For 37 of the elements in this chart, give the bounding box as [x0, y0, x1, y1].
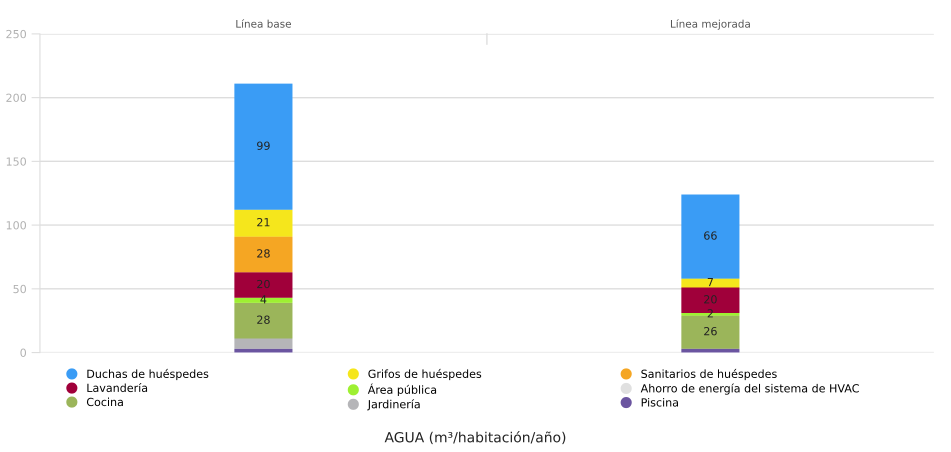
bar	[234, 84, 292, 210]
data-label: 28	[257, 316, 270, 324]
bar	[234, 302, 292, 339]
y-tick-label: 0	[20, 348, 26, 357]
legend-label: Ahorro de energía del sistema de HVAC	[640, 383, 859, 395]
data-label: 66	[704, 231, 717, 240]
y-tick-label: 150	[6, 157, 26, 166]
x-tick-label: Línea mejorada	[670, 19, 750, 30]
data-label: 99	[257, 142, 270, 150]
data-label: 20	[704, 295, 717, 304]
bar	[681, 348, 740, 353]
y-tick-label: 250	[6, 30, 26, 38]
bar	[234, 338, 292, 349]
bar	[234, 348, 292, 353]
data-label: 21	[257, 218, 270, 226]
data-label: 20	[257, 280, 270, 288]
text: AGUA (m³/habitación/año)	[384, 431, 566, 444]
legend-label: Grifos de huéspedes	[368, 368, 482, 380]
bar	[681, 194, 740, 279]
legend-label: Jardinería	[367, 399, 420, 410]
legend-label: Lavandería	[87, 383, 148, 392]
y-tick-label: 100	[6, 221, 26, 230]
legend-label: Piscina	[642, 398, 678, 407]
data-label: 28	[257, 249, 270, 258]
bar	[681, 278, 740, 288]
legend-label: Sanitarios de huéspedes	[641, 368, 777, 380]
bar	[234, 236, 292, 272]
data-label: 26	[704, 326, 717, 336]
data-label: 7	[708, 278, 713, 286]
bar	[234, 210, 292, 237]
bar	[681, 316, 740, 349]
y-tick-label: 200	[6, 94, 26, 102]
legend-label: Área pública	[368, 383, 436, 396]
y-tick-label: 50	[13, 284, 26, 294]
legend-label: Cocina	[86, 398, 123, 406]
legend-label: Duchas de huéspedes	[87, 368, 208, 380]
x-tick-label: Línea base	[236, 19, 291, 28]
